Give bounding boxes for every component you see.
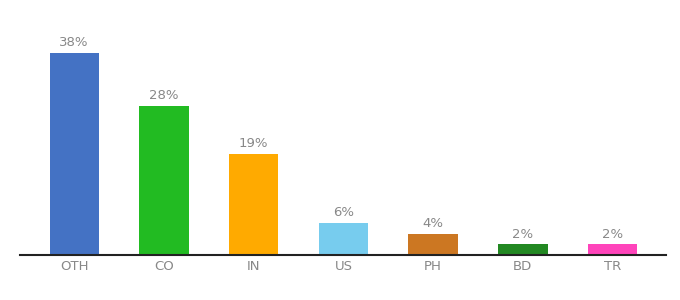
Bar [229, 154, 278, 255]
Bar [139, 106, 188, 255]
Bar [319, 223, 368, 255]
Bar [588, 244, 637, 255]
Bar [409, 234, 458, 255]
Text: 28%: 28% [149, 89, 179, 102]
Text: 6%: 6% [333, 206, 354, 219]
Text: 19%: 19% [239, 137, 269, 150]
Bar [498, 244, 547, 255]
Text: 38%: 38% [59, 36, 89, 49]
Text: 2%: 2% [512, 228, 533, 241]
Text: 4%: 4% [423, 217, 443, 230]
Bar [50, 53, 99, 255]
Text: 2%: 2% [602, 228, 623, 241]
